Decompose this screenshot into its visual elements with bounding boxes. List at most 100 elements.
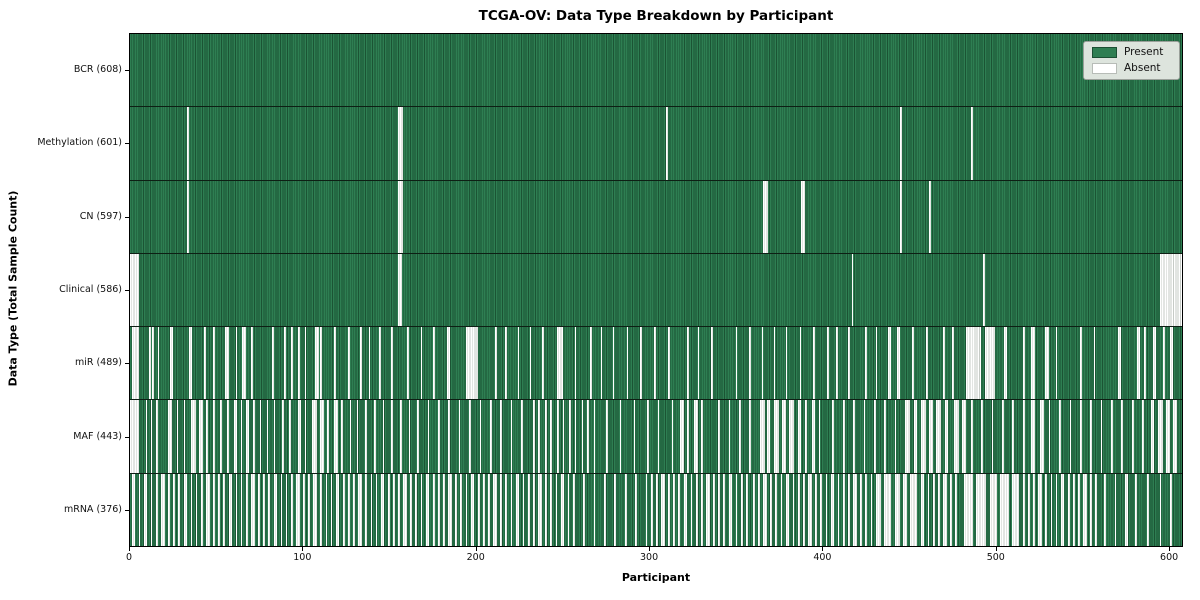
absent-run — [700, 400, 703, 473]
absent-run — [1038, 473, 1042, 546]
absent-run — [387, 473, 390, 546]
absent-run — [1033, 473, 1035, 546]
absent-run — [763, 180, 769, 253]
absent-run — [1079, 400, 1082, 473]
absent-run — [458, 400, 461, 473]
heatmap-row-mir — [130, 327, 1182, 401]
absent-run — [505, 327, 508, 400]
absent-run — [801, 180, 805, 253]
absent-run — [130, 400, 139, 473]
absent-run — [770, 473, 772, 546]
absent-run — [245, 473, 248, 546]
absent-run — [289, 400, 291, 473]
x-tick-label: 400 — [813, 552, 832, 563]
absent-run — [308, 473, 310, 546]
absent-run — [950, 473, 952, 546]
absent-run — [943, 327, 945, 400]
absent-run — [827, 327, 829, 400]
absent-run — [334, 400, 338, 473]
absent-run — [706, 473, 710, 546]
absent-run — [920, 473, 925, 546]
absent-run — [1090, 400, 1092, 473]
absent-run — [865, 473, 868, 546]
absent-run — [1000, 473, 1009, 546]
absent-run — [1055, 327, 1058, 400]
absent-run — [761, 327, 764, 400]
absent-run — [842, 400, 845, 473]
absent-run — [155, 400, 158, 473]
absent-run — [1173, 400, 1177, 473]
absent-run — [929, 180, 932, 253]
absent-run — [200, 473, 203, 546]
absent-run — [1100, 400, 1103, 473]
absent-run — [448, 473, 452, 546]
absent-run — [1121, 400, 1124, 473]
absent-run — [614, 473, 617, 546]
absent-run — [899, 180, 902, 253]
absent-run — [797, 400, 802, 473]
absent-run — [1157, 400, 1163, 473]
absent-run — [593, 473, 596, 546]
absent-run — [718, 400, 720, 473]
absent-run — [745, 473, 748, 546]
absent-run — [130, 253, 139, 327]
absent-run — [763, 473, 767, 546]
absent-run — [455, 473, 457, 546]
legend-item-present: Present — [1092, 47, 1171, 58]
absent-run — [406, 327, 409, 400]
absent-run — [666, 107, 669, 180]
present-swatch-icon — [1092, 47, 1117, 58]
absent-run — [188, 327, 193, 400]
absent-run — [884, 400, 887, 473]
absent-run — [981, 400, 983, 473]
absent-run — [936, 400, 942, 473]
absent-run — [131, 473, 136, 546]
y-tick-mark — [125, 510, 129, 512]
absent-run — [415, 473, 418, 546]
absent-run — [837, 473, 840, 546]
x-tick-label: 100 — [293, 552, 312, 563]
legend-item-absent: Absent — [1092, 63, 1171, 74]
absent-run — [903, 473, 907, 546]
absent-run — [206, 473, 210, 546]
y-tick-mark — [125, 143, 129, 145]
absent-run — [624, 473, 627, 546]
absent-run — [759, 400, 765, 473]
absent-run — [657, 400, 660, 473]
absent-run — [780, 473, 783, 546]
absent-run — [373, 400, 376, 473]
absent-run — [1104, 473, 1106, 546]
absent-run — [1143, 327, 1146, 400]
absent-run — [1150, 400, 1155, 473]
absent-run — [1022, 400, 1025, 473]
legend-label-present: Present — [1124, 46, 1164, 58]
absent-run — [225, 327, 229, 400]
absent-run — [283, 327, 286, 400]
x-tick-mark — [129, 547, 130, 551]
absent-run — [1045, 327, 1049, 400]
absent-run — [303, 473, 305, 546]
y-tick-mark — [125, 290, 129, 291]
absent-run — [970, 107, 973, 180]
absent-run — [304, 327, 307, 400]
absent-run — [273, 473, 278, 546]
absent-run — [697, 327, 700, 400]
absent-run — [204, 327, 207, 400]
absent-run — [408, 400, 411, 473]
absent-run — [567, 473, 570, 546]
absent-run — [313, 473, 317, 546]
absent-run — [477, 473, 480, 546]
absent-run — [569, 400, 572, 473]
absent-run — [1048, 400, 1051, 473]
absent-run — [818, 400, 821, 473]
absent-run — [223, 473, 226, 546]
absent-run — [963, 473, 973, 546]
absent-run — [1135, 473, 1137, 546]
absent-run — [711, 327, 714, 400]
absent-run — [495, 327, 497, 400]
absent-run — [1131, 400, 1134, 473]
absent-run — [510, 400, 513, 473]
absent-run — [240, 473, 243, 546]
absent-run — [905, 400, 911, 473]
absent-run — [183, 473, 188, 546]
